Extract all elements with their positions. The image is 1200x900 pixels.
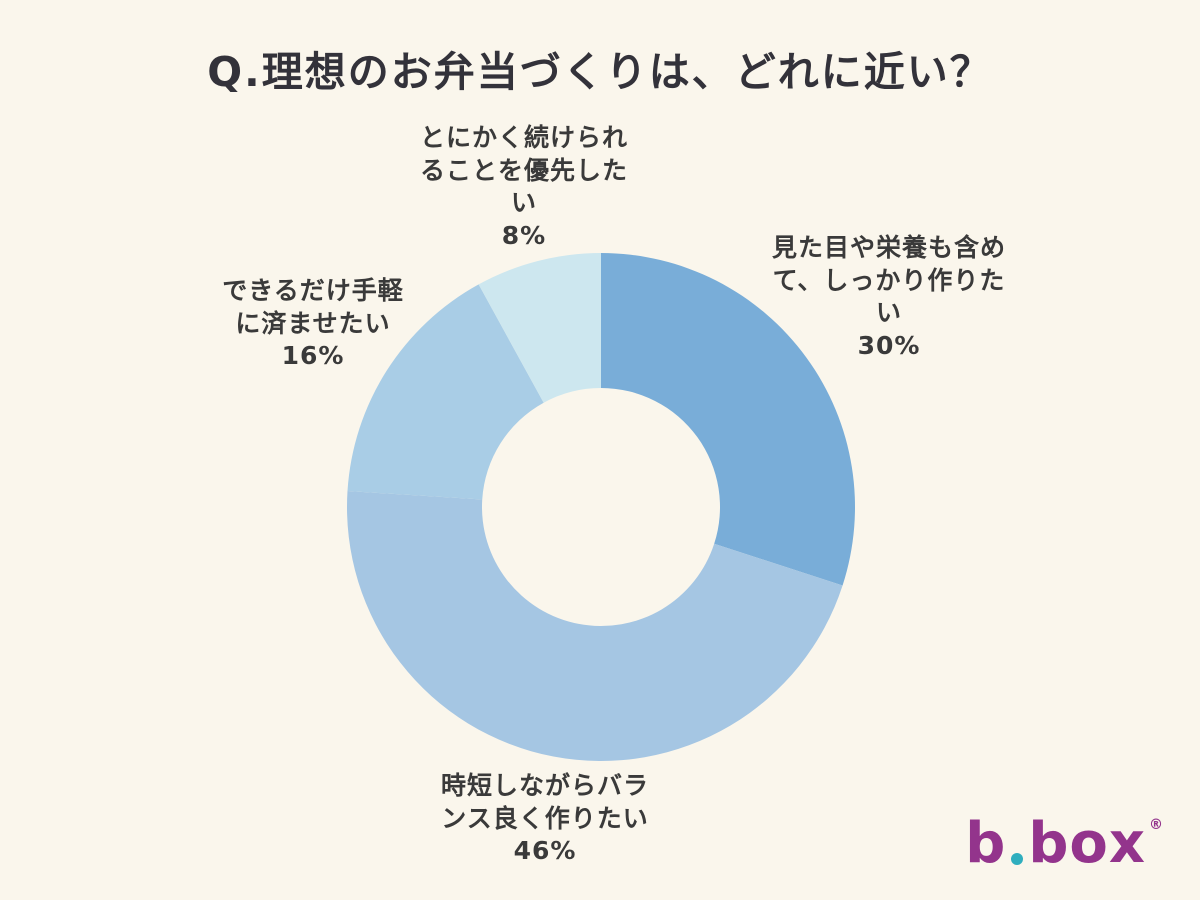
segment-percent: 46% bbox=[513, 836, 577, 865]
logo-dot bbox=[1011, 853, 1024, 865]
segment-label-text: 時短しながらバランス良く作りたい bbox=[440, 771, 649, 833]
segment-percent: 8% bbox=[501, 220, 547, 250]
logo-text-b: b bbox=[965, 811, 1007, 876]
donut-segment bbox=[478, 253, 601, 403]
segment-label-text: 見た目や栄養も含めて、しっかり作りたい bbox=[772, 233, 1007, 327]
segment-label-text: とにかく続けられることを優先したい bbox=[419, 123, 628, 217]
chart-title: Q.理想のお弁当づくりは、どれに近い？ bbox=[207, 48, 993, 96]
logo-text-box: box bbox=[1028, 811, 1146, 876]
segment-percent: 30% bbox=[857, 330, 921, 360]
segment-label-16pct: できるだけ手軽に済ませたい 16% bbox=[222, 275, 404, 373]
donut-segment bbox=[346, 491, 843, 762]
donut-segment bbox=[347, 284, 544, 500]
donut-segment bbox=[601, 253, 856, 586]
segment-percent: 16% bbox=[281, 341, 345, 370]
bbox-logo: b box ® bbox=[965, 816, 1164, 872]
segment-label-46pct: 時短しながらバランス良く作りたい 46% bbox=[438, 770, 652, 868]
segment-label-30pct: 見た目や栄養も含めて、しっかり作りたい 30% bbox=[772, 232, 1006, 362]
segment-label-text: できるだけ手軽に済ませたい bbox=[222, 276, 404, 338]
logo-registered-mark: ® bbox=[1149, 817, 1164, 833]
segment-label-8pct: とにかく続けられることを優先したい 8% bbox=[418, 122, 630, 252]
